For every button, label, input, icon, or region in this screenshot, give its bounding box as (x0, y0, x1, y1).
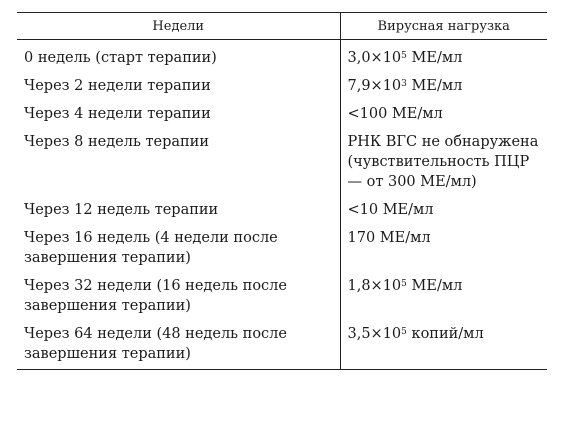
viral-load-table: Недели Вирусная нагрузка 0 недель (старт… (17, 12, 547, 370)
load-value: 170 МЕ/мл (347, 230, 431, 246)
load-value: 3,0×10 (347, 50, 402, 66)
load-value: <10 МЕ/мл (347, 202, 434, 218)
row-viral-load-cell: 1,8×105 МЕ/мл (340, 272, 547, 320)
load-value: 3,5×10 (347, 326, 402, 342)
row-week-cell: Через 12 недель терапии (17, 196, 341, 224)
load-exponent: 5 (401, 279, 407, 289)
row-viral-load-cell: <10 МЕ/мл (340, 196, 547, 224)
header-viral-load: Вирусная нагрузка (340, 12, 547, 40)
row-week-cell: Через 8 недель терапии (17, 128, 341, 196)
load-unit: МЕ/мл (406, 50, 463, 66)
load-exponent: 5 (401, 51, 407, 61)
row-week-cell: Через 32 недели (16 недель после заверше… (17, 272, 341, 320)
table-row: Через 12 недель терапии <10 МЕ/мл (17, 196, 547, 224)
table-row: Через 32 недели (16 недель после заверше… (17, 272, 547, 320)
row-week-cell: Через 4 недели терапии (17, 100, 341, 128)
table-row: Через 2 недели терапии 7,9×103 МЕ/мл (17, 72, 547, 100)
load-value: <100 МЕ/мл (347, 106, 443, 122)
row-viral-load-cell: 3,5×105 копий/мл (340, 320, 547, 370)
load-unit: МЕ/мл (406, 78, 463, 94)
row-week-cell: Через 2 недели терапии (17, 72, 341, 100)
load-unit: копий/мл (406, 326, 484, 342)
load-value: РНК ВГС не обнаружена (чувствительность … (347, 134, 539, 190)
load-exponent: 3 (401, 79, 407, 89)
table-header-row: Недели Вирусная нагрузка (17, 12, 547, 40)
load-value: 1,8×10 (347, 278, 402, 294)
row-viral-load-cell: <100 МЕ/мл (340, 100, 547, 128)
table-row: 0 недель (старт терапии) 3,0×105 МЕ/мл (17, 39, 547, 73)
row-viral-load-cell: 3,0×105 МЕ/мл (340, 40, 547, 73)
row-week-cell: 0 недель (старт терапии) (17, 39, 341, 72)
row-week-cell: Через 64 недели (48 недель после заверше… (17, 320, 341, 370)
row-week-cell: Через 16 недель (4 недели после завершен… (17, 224, 341, 272)
table-row: Через 4 недели терапии <100 МЕ/мл (17, 100, 547, 128)
row-viral-load-cell: РНК ВГС не обнаружена (чувствительность … (340, 128, 547, 196)
viral-load-table-container: Недели Вирусная нагрузка 0 недель (старт… (17, 12, 547, 370)
load-value: 7,9×10 (347, 78, 402, 94)
row-viral-load-cell: 170 МЕ/мл (340, 224, 547, 272)
row-viral-load-cell: 7,9×103 МЕ/мл (340, 72, 547, 100)
table-row: Через 64 недели (48 недель после заверше… (17, 320, 547, 370)
table-row: Через 16 недель (4 недели после завершен… (17, 224, 547, 272)
table-row: Через 8 недель терапии РНК ВГС не обнару… (17, 128, 547, 196)
load-exponent: 5 (401, 327, 407, 337)
load-unit: МЕ/мл (406, 278, 463, 294)
header-weeks: Недели (17, 12, 341, 40)
